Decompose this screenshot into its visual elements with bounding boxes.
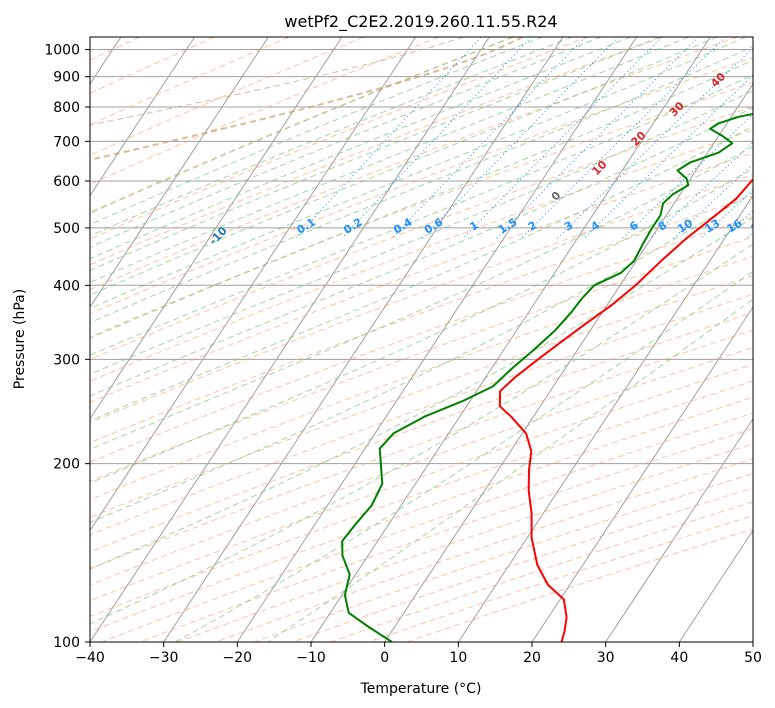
y-axis-label: Pressure (hPa) bbox=[12, 289, 28, 389]
moist-adiabat-line bbox=[90, 243, 753, 625]
isotherm-line bbox=[163, 37, 564, 642]
moist-adiabat-line bbox=[90, 37, 573, 237]
moist-adiabat-line bbox=[90, 74, 753, 356]
mixing-ratio-line bbox=[520, 37, 726, 239]
mixing-ratio-line bbox=[422, 37, 619, 239]
moist-adiabat-line bbox=[90, 191, 753, 524]
isotherm-line bbox=[678, 529, 753, 642]
dry-adiabat-line bbox=[90, 129, 753, 382]
chart-title: wetPf2_C2E2.2019.260.11.55.R24 bbox=[284, 12, 557, 32]
dewpoint-profile bbox=[341, 112, 753, 642]
x-tick-label: −10 bbox=[296, 650, 326, 666]
moist-adiabat-line bbox=[90, 107, 753, 397]
moist-adiabat-line bbox=[90, 168, 753, 484]
x-tick-label: 0 bbox=[380, 650, 389, 666]
x-tick-label: −20 bbox=[223, 650, 253, 666]
isotherm-line bbox=[90, 37, 269, 309]
saturation-curve bbox=[90, 37, 464, 126]
y-tick-label: 100 bbox=[53, 635, 80, 651]
temperature-profile bbox=[498, 178, 753, 642]
mixing-ratio-line bbox=[583, 74, 753, 239]
y-tick-label: 600 bbox=[53, 174, 80, 190]
moist-adiabat-line bbox=[90, 37, 602, 248]
isotherm-line bbox=[384, 83, 753, 642]
mixing-ratio-line bbox=[673, 163, 753, 239]
plot-frame bbox=[89, 36, 754, 643]
x-tick-label: 50 bbox=[744, 650, 762, 666]
mixing-ratio-label: 20 bbox=[749, 216, 769, 235]
dry-adiabat-line bbox=[90, 363, 753, 602]
x-tick-label: −40 bbox=[75, 650, 105, 666]
isotherm-line bbox=[90, 37, 343, 420]
y-tick-label: 900 bbox=[53, 70, 80, 86]
isotherm-line bbox=[90, 37, 196, 197]
moist-adiabat-line bbox=[90, 59, 753, 339]
moist-adiabat-line bbox=[90, 37, 631, 260]
x-tick-label: 20 bbox=[523, 650, 541, 666]
isotherm-line bbox=[90, 37, 490, 642]
y-tick-label: 300 bbox=[53, 352, 80, 368]
moist-adiabat-line bbox=[90, 45, 753, 324]
y-tick-label: 200 bbox=[53, 457, 80, 473]
x-tick-label: 30 bbox=[597, 650, 615, 666]
y-tick-label: 700 bbox=[53, 134, 80, 150]
dry-adiabat-line bbox=[90, 37, 439, 185]
dry-adiabat-line bbox=[90, 56, 753, 315]
plot-area: 0.10.20.40.611.52346810131620253036-100-… bbox=[90, 37, 769, 642]
axes: −40 −30 −20 −10 0 10 20 30 40 50 100 200 300 400 500 60… bbox=[44, 43, 762, 666]
dry-adiabat-line bbox=[90, 380, 753, 617]
y-tick-label: 1000 bbox=[44, 43, 80, 59]
moist-adiabat-line bbox=[90, 37, 543, 226]
moist-adiabat-line bbox=[90, 125, 753, 422]
y-tick-label: 500 bbox=[53, 221, 80, 237]
mixing-ratio-line bbox=[341, 37, 532, 239]
dry-adiabat-line bbox=[90, 329, 753, 570]
x-tick-label: 40 bbox=[670, 650, 688, 666]
dry-adiabat-line bbox=[90, 275, 753, 518]
x-axis-label: Temperature (°C) bbox=[360, 681, 482, 697]
dry-adiabat-line bbox=[90, 37, 215, 94]
moist-adiabat-line bbox=[90, 217, 753, 570]
dry-adiabat-line bbox=[90, 152, 753, 403]
isotherm-line bbox=[531, 306, 753, 642]
moist-adiabat-line bbox=[90, 37, 746, 309]
isotherm-line bbox=[310, 37, 711, 642]
y-tick-label: 400 bbox=[53, 278, 80, 294]
dry-adiabat-line bbox=[90, 255, 753, 500]
dry-adiabat-line bbox=[90, 216, 753, 463]
dry-adiabat-line bbox=[90, 37, 290, 126]
moist-adiabat-line bbox=[267, 298, 753, 642]
x-tick-label: −30 bbox=[149, 650, 179, 666]
moist-adiabat-line bbox=[90, 37, 718, 296]
y-tick-label: 800 bbox=[53, 100, 80, 116]
x-tick-label: 10 bbox=[449, 650, 467, 666]
dry-adiabat-line bbox=[90, 106, 753, 360]
isotherm-line bbox=[236, 37, 638, 642]
dry-adiabat-line bbox=[90, 81, 753, 338]
dry-adiabat-line bbox=[90, 37, 663, 266]
dry-adiabat-line bbox=[90, 37, 738, 291]
isotherm-line bbox=[457, 194, 753, 642]
